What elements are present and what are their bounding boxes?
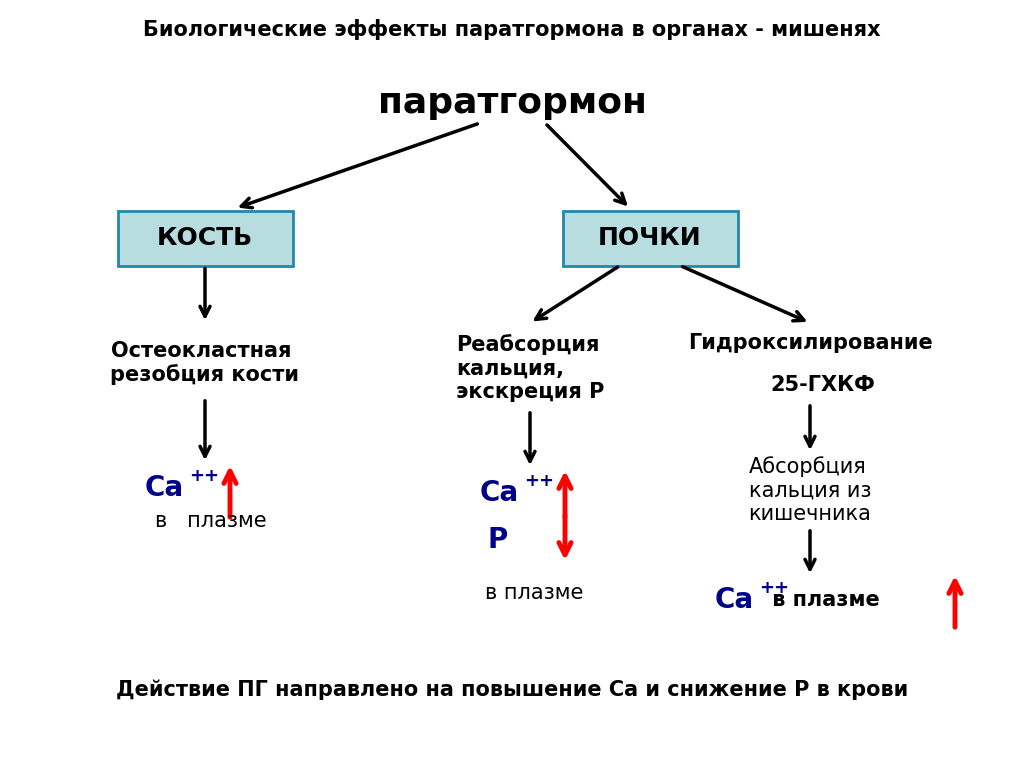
FancyBboxPatch shape bbox=[562, 210, 737, 266]
Text: КОСТЬ: КОСТЬ bbox=[157, 226, 253, 250]
Text: Р: Р bbox=[487, 526, 507, 554]
FancyBboxPatch shape bbox=[118, 210, 293, 266]
Text: ++: ++ bbox=[189, 467, 219, 485]
Text: ПОЧКИ: ПОЧКИ bbox=[598, 226, 701, 250]
Text: 25-ГХКФ: 25-ГХКФ bbox=[770, 375, 874, 395]
Text: Остеокластная
резобция кости: Остеокластная резобция кости bbox=[111, 341, 299, 386]
Text: в   плазме: в плазме bbox=[155, 511, 266, 531]
Text: Действие ПГ направлено на повышение Ca и снижение Р в крови: Действие ПГ направлено на повышение Ca и… bbox=[116, 680, 908, 700]
Text: в плазме: в плазме bbox=[765, 590, 880, 610]
Text: Биологические эффекты паратгормона в органах - мишенях: Биологические эффекты паратгормона в орг… bbox=[143, 19, 881, 41]
Text: Ca: Ca bbox=[480, 479, 519, 507]
Text: Гидроксилирование: Гидроксилирование bbox=[688, 333, 933, 353]
Text: Абсорбция
кальция из
кишечника: Абсорбция кальция из кишечника bbox=[749, 456, 871, 524]
Text: Ca: Ca bbox=[715, 586, 754, 614]
Text: ++: ++ bbox=[759, 579, 790, 597]
Text: ++: ++ bbox=[524, 472, 554, 490]
Text: Ca: Ca bbox=[145, 474, 184, 502]
Text: в плазме: в плазме bbox=[485, 583, 584, 603]
Text: паратгормон: паратгормон bbox=[378, 86, 646, 120]
Text: Реабсорция
кальция,
экскреция Р: Реабсорция кальция, экскреция Р bbox=[456, 334, 604, 402]
